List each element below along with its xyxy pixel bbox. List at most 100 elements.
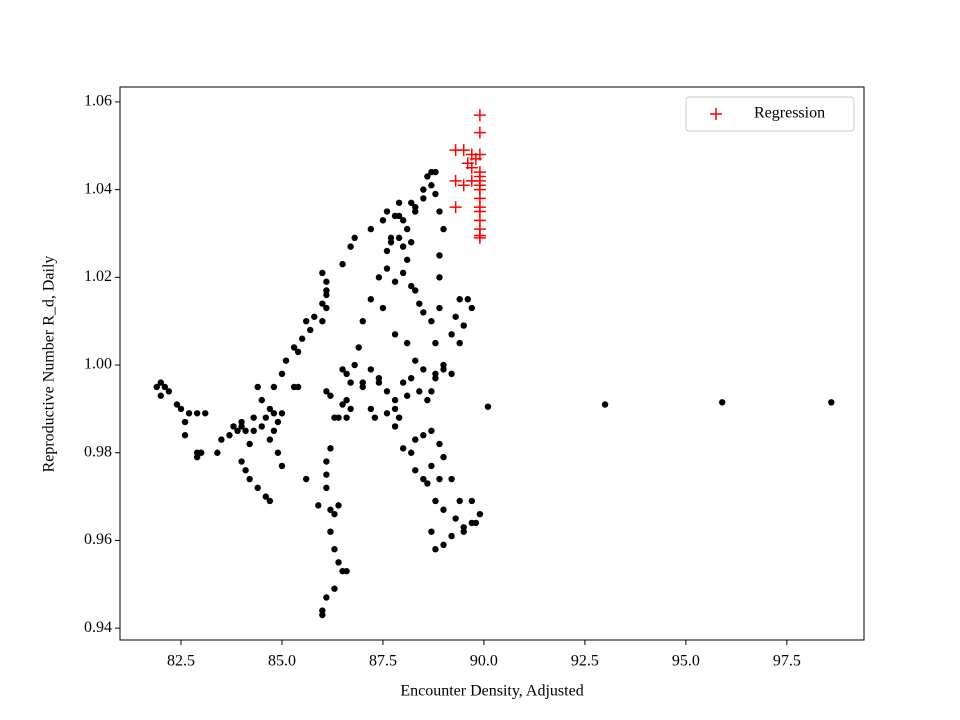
point	[383, 388, 391, 395]
legend-marker	[710, 108, 722, 120]
point	[468, 304, 476, 312]
point	[379, 217, 387, 224]
point	[246, 475, 253, 483]
point	[403, 256, 411, 263]
point	[383, 265, 391, 272]
point	[359, 383, 366, 391]
point	[197, 449, 205, 456]
point	[456, 296, 463, 303]
point	[456, 339, 463, 347]
point	[428, 462, 435, 470]
point	[436, 274, 443, 281]
point	[416, 388, 423, 395]
point	[383, 247, 391, 255]
x-tick-label: 95.0	[672, 653, 700, 670]
point	[258, 423, 265, 430]
point	[319, 269, 326, 277]
plus-marker	[449, 201, 462, 214]
point	[391, 405, 399, 413]
point	[399, 379, 407, 386]
y-tick-label: 1.06	[84, 93, 112, 110]
point	[347, 405, 354, 413]
point	[157, 392, 164, 399]
point	[181, 432, 189, 439]
point	[399, 243, 407, 250]
point	[258, 396, 265, 404]
point	[403, 225, 411, 233]
point	[420, 309, 427, 316]
point	[250, 427, 257, 435]
point	[420, 186, 427, 193]
point	[307, 326, 314, 334]
point	[367, 405, 375, 413]
point	[262, 414, 270, 421]
point	[335, 502, 342, 509]
point	[476, 510, 484, 518]
y-tick-label: 1.00	[84, 356, 112, 373]
point	[460, 528, 467, 535]
point	[319, 317, 326, 325]
point	[367, 296, 375, 303]
point	[375, 374, 383, 382]
point	[424, 396, 431, 404]
point	[323, 594, 330, 601]
point	[440, 541, 447, 549]
point	[391, 212, 399, 220]
point	[408, 282, 415, 290]
point	[311, 313, 318, 320]
plus-marker	[473, 148, 486, 161]
point	[323, 278, 330, 285]
point	[367, 366, 375, 373]
point	[448, 475, 455, 483]
point	[420, 432, 427, 439]
x-axis-label: Encounter Density, Adjusted	[400, 683, 583, 700]
point	[399, 269, 407, 277]
point	[238, 418, 245, 426]
point	[327, 528, 334, 535]
point	[278, 370, 286, 378]
point	[432, 546, 439, 553]
point	[828, 399, 835, 406]
point	[165, 388, 173, 395]
point	[242, 467, 249, 474]
point	[379, 304, 387, 312]
point	[440, 225, 447, 233]
point	[399, 217, 407, 224]
point	[270, 383, 278, 391]
point	[428, 168, 435, 176]
point	[290, 383, 298, 391]
point	[339, 401, 346, 408]
point	[202, 410, 209, 417]
point	[408, 374, 415, 382]
point	[214, 449, 221, 456]
point	[436, 475, 443, 483]
point	[173, 401, 181, 408]
legend-box	[685, 96, 855, 132]
point	[323, 287, 330, 294]
point	[387, 234, 395, 242]
point	[432, 370, 439, 378]
point	[395, 199, 403, 206]
point	[226, 432, 233, 439]
point	[424, 480, 431, 487]
point	[246, 440, 253, 448]
point	[448, 331, 455, 338]
point	[319, 611, 326, 619]
point	[424, 173, 431, 180]
point	[153, 383, 160, 391]
point	[331, 585, 338, 592]
point	[383, 410, 391, 417]
point	[327, 392, 334, 399]
point	[428, 182, 435, 189]
x-tick-label: 85.0	[268, 653, 296, 670]
point	[399, 445, 407, 452]
point	[242, 427, 249, 435]
point	[343, 370, 350, 378]
point	[319, 607, 326, 614]
x-tick-label: 82.5	[167, 653, 195, 670]
point	[428, 528, 435, 535]
point	[181, 418, 189, 426]
point	[420, 195, 427, 202]
plus-marker	[473, 229, 486, 242]
x-tick-label: 92.5	[571, 653, 599, 670]
